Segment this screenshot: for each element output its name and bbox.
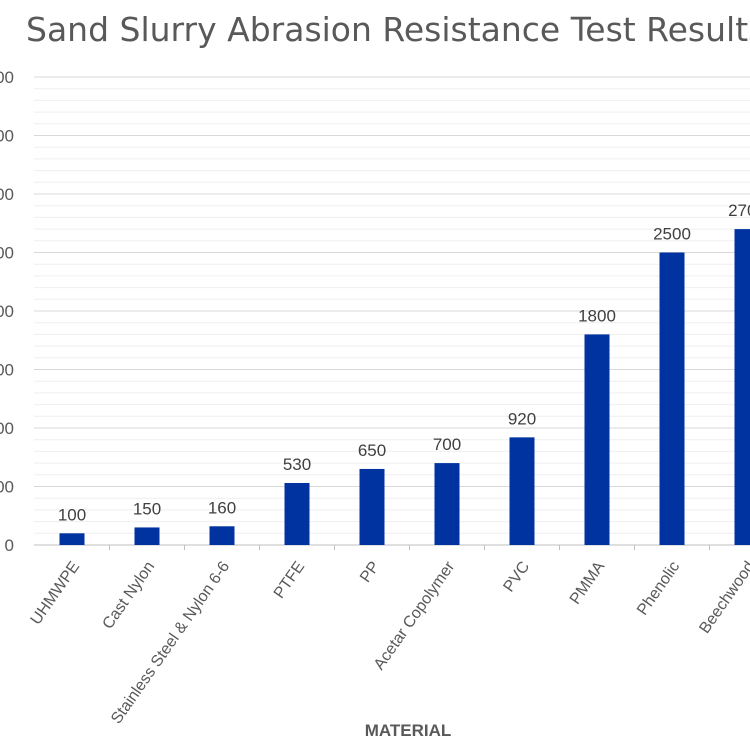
x-axis-label: MATERIAL xyxy=(365,721,452,740)
data-label: 150 xyxy=(133,499,161,518)
data-label: 700 xyxy=(433,435,461,454)
y-tick-label: 0 xyxy=(5,536,14,555)
bar xyxy=(734,229,750,545)
y-tick-label: 3000 xyxy=(0,185,14,204)
bars xyxy=(59,229,750,545)
x-tick-label: Beechwood xyxy=(696,559,750,637)
data-labels: 100 150 160 530 650 700 920 1800 2500 2700 xyxy=(58,201,750,524)
y-tick-label: 2500 xyxy=(0,244,14,263)
data-label: 1800 xyxy=(578,306,616,325)
x-tick-label: Cast Nylon xyxy=(99,559,158,633)
bar xyxy=(59,533,85,545)
chart-title: Sand Slurry Abrasion Resistance Test Res… xyxy=(26,10,750,49)
data-label: 2700 xyxy=(728,201,750,220)
data-label: 2500 xyxy=(653,225,691,244)
y-tick-label: 3500 xyxy=(0,127,14,146)
x-tick-label: Acetar Copolymer xyxy=(371,558,459,673)
y-tick-label: 2000 xyxy=(0,302,14,321)
x-tick-label: UHMWPE xyxy=(28,559,84,628)
y-tick-label: 4000 xyxy=(0,68,14,87)
x-tick-label: Phenolic xyxy=(634,559,683,619)
gridlines xyxy=(34,76,750,550)
x-tick-label: PMMA xyxy=(567,558,609,607)
data-label: 650 xyxy=(358,441,386,460)
y-axis-ticks: 0 500 1000 1500 2000 2500 3000 3500 4000 xyxy=(0,68,14,555)
y-tick-label: 500 xyxy=(0,478,14,497)
y-tick-label: 1000 xyxy=(0,419,14,438)
data-label: 100 xyxy=(58,505,86,524)
bar xyxy=(509,437,535,545)
bar xyxy=(659,252,685,545)
data-label: 920 xyxy=(508,409,536,428)
bar xyxy=(584,334,610,545)
bar xyxy=(134,527,160,545)
bar xyxy=(359,468,385,545)
bar xyxy=(284,482,310,545)
data-label: 160 xyxy=(208,498,236,517)
bar xyxy=(209,526,235,545)
data-label: 530 xyxy=(283,455,311,474)
y-tick-label: 1500 xyxy=(0,361,14,380)
x-tick-label: PVC xyxy=(500,559,533,596)
x-tick-label: PP xyxy=(357,559,383,586)
x-tick-label: PTFE xyxy=(271,559,308,602)
bar xyxy=(434,463,460,545)
